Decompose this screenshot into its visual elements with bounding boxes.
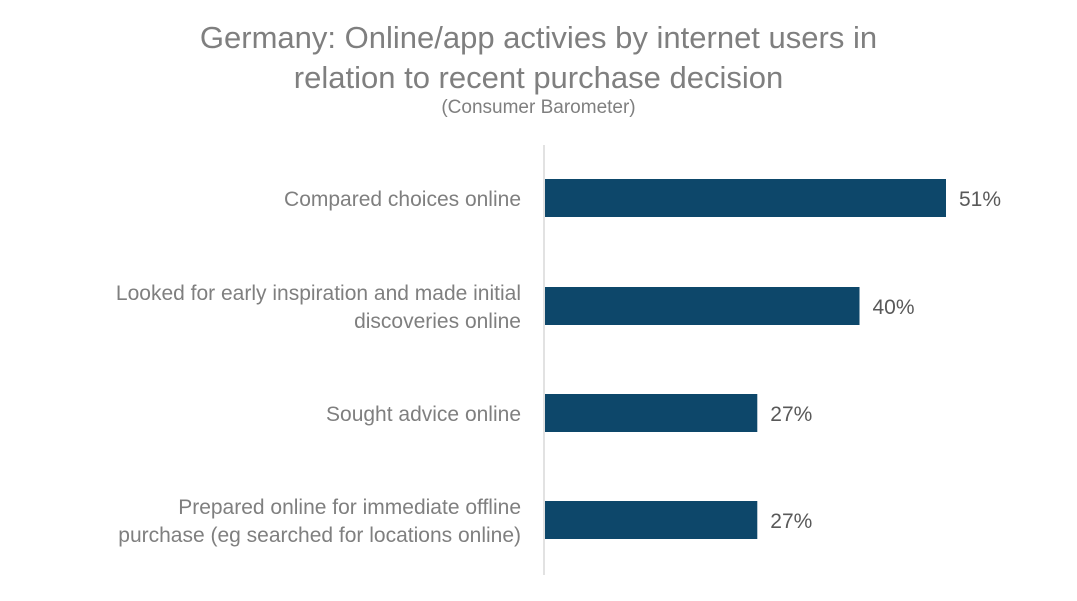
bar-1: [545, 287, 860, 325]
data-label-2: 27%: [770, 403, 812, 426]
chart-title-line-2: relation to recent purchase decision: [293, 60, 784, 95]
category-label-0-line-0: Compared choices online: [284, 188, 521, 211]
data-label-0: 51%: [959, 188, 1001, 211]
bar-2: [545, 394, 758, 432]
bar-3: [545, 501, 758, 539]
bar-0: [545, 179, 946, 217]
category-label-2-line-0: Sought advice online: [326, 403, 521, 426]
chart-subtitle: (Consumer Barometer): [441, 97, 636, 118]
category-label-3-line-0: Prepared online for immediate offline: [178, 496, 521, 519]
category-label-1-line-1: discoveries online: [354, 310, 521, 333]
data-label-3: 27%: [770, 510, 812, 533]
category-label-3-line-1: purchase (eg searched for locations onli…: [118, 524, 521, 547]
chart-title-line-1: Germany: Online/app activies by internet…: [199, 20, 878, 55]
chart-title: Germany: Online/app activies by internet…: [0, 18, 1077, 98]
category-label-1-line-0: Looked for early inspiration and made in…: [116, 282, 521, 305]
data-label-1: 40%: [873, 296, 915, 319]
